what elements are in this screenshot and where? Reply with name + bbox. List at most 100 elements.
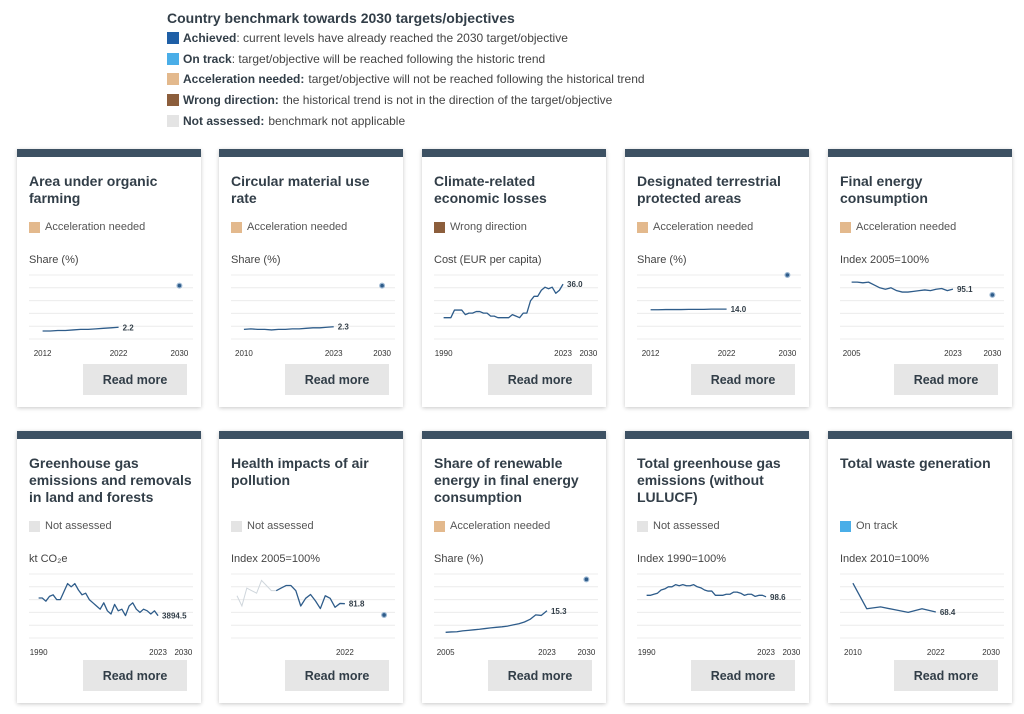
tick-label: 1990 [638, 648, 656, 657]
tick-label: 2012 [642, 349, 660, 358]
value-label: 36.0 [567, 280, 583, 289]
tick-label: 2023 [757, 648, 775, 657]
tick-label: 1990 [435, 349, 453, 358]
unit-label: Share (%) [637, 254, 687, 266]
value-label: 68.4 [940, 608, 956, 617]
legend-item-desc: : target/objective will be reached follo… [231, 51, 546, 66]
legend-item-acceleration-needed: Acceleration needed: target/objective wi… [167, 69, 727, 90]
tick-label: 2012 [34, 349, 52, 358]
card-title: Climate-related economic losses [434, 173, 547, 206]
mini-chart: 2.2 2012 2022 2030 [29, 274, 193, 358]
read-more-button[interactable]: Read more [285, 660, 389, 691]
legend-item-desc: target/objective will not be reached fol… [308, 72, 645, 87]
status-badge: On track [840, 520, 898, 532]
on-track-swatch [167, 52, 179, 65]
read-more-button[interactable]: Read more [488, 364, 592, 395]
mini-chart: 2.3 2010 2023 2030 [231, 274, 395, 358]
status-badge: Acceleration needed [29, 221, 145, 233]
value-label: 2.3 [338, 323, 350, 332]
card-title: Total greenhouse gas emissions (without … [637, 455, 781, 505]
unit-label: Share (%) [29, 254, 79, 266]
status-label: Acceleration needed [856, 221, 957, 233]
tick-label: 2022 [336, 648, 354, 657]
read-more-button[interactable]: Read more [83, 364, 187, 395]
read-more-button[interactable]: Read more [488, 660, 592, 691]
tick-label: 2005 [437, 648, 455, 657]
tick-label: 2030 [982, 648, 1000, 657]
tick-label: 2022 [718, 349, 736, 358]
series-line [38, 582, 159, 617]
indicator-card: Area under organic farming Acceleration … [17, 149, 201, 407]
status-badge: Acceleration needed [840, 221, 956, 233]
status-swatch [231, 221, 242, 233]
status-swatch [637, 221, 648, 233]
indicator-card: Health impacts of air pollution Not asse… [219, 431, 403, 703]
mini-chart: 3894.5 1990 2023 2030 [29, 573, 193, 657]
card-title: Area under organic farming [29, 173, 158, 206]
tick-label: 1990 [30, 648, 48, 657]
status-badge: Not assessed [231, 520, 314, 532]
value-label: 3894.5 [162, 612, 187, 621]
legend-item-wrong-direction: Wrong direction: the historical trend is… [167, 90, 727, 111]
series-line [851, 281, 954, 293]
series-line [275, 584, 345, 610]
tick-label: 2010 [235, 349, 253, 358]
tick-label: 2023 [149, 648, 167, 657]
value-label: 2.2 [123, 323, 135, 332]
card-title: Total waste generation [840, 455, 991, 471]
indicator-card: Final energy consumption Acceleration ne… [828, 149, 1012, 407]
benchmark-legend: Country benchmark towards 2030 targets/o… [167, 8, 727, 131]
indicator-card: Climate-related economic losses Wrong di… [422, 149, 606, 407]
card-title: Final energy consumption [840, 173, 928, 206]
unit-label: Share (%) [434, 553, 484, 565]
value-label: 15.3 [551, 607, 567, 616]
value-label: 95.1 [957, 285, 973, 294]
legend-item-desc: benchmark not applicable [268, 113, 406, 128]
read-more-button[interactable]: Read more [894, 364, 998, 395]
tick-label: 2030 [782, 648, 800, 657]
card-title: Greenhouse gas emissions and removals in… [29, 455, 192, 505]
status-swatch [840, 221, 851, 233]
target-marker [379, 282, 386, 289]
card-title: Designated terrestrial protected areas [637, 173, 781, 206]
legend-item-not-assessed: Not assessed: benchmark not applicable [167, 110, 727, 131]
status-swatch [231, 520, 242, 532]
acceleration-needed-swatch [167, 73, 179, 86]
status-badge: Acceleration needed [434, 520, 550, 532]
read-more-button[interactable]: Read more [691, 660, 795, 691]
series-line [852, 582, 936, 614]
value-label: 98.6 [770, 593, 786, 602]
tick-label: 2030 [579, 349, 597, 358]
read-more-button[interactable]: Read more [285, 364, 389, 395]
status-swatch [434, 520, 445, 532]
wrong-direction-swatch [167, 94, 179, 107]
tick-label: 2010 [844, 648, 862, 657]
status-label: Not assessed [247, 520, 314, 532]
target-marker [176, 282, 183, 289]
mini-chart: 15.3 2005 2023 2030 [434, 573, 598, 657]
mini-chart: 81.8 2022 [231, 573, 395, 657]
unit-label: Share (%) [231, 254, 281, 266]
tick-label: 2022 [927, 648, 945, 657]
mini-chart: 36.0 1990 2023 2030 [434, 274, 598, 358]
tick-label: 2005 [843, 349, 861, 358]
status-label: Not assessed [45, 520, 112, 532]
status-badge: Wrong direction [434, 221, 527, 233]
tick-label: 2023 [325, 349, 343, 358]
status-label: Acceleration needed [247, 221, 348, 233]
status-label: On track [856, 520, 898, 532]
target-marker [784, 271, 791, 279]
status-badge: Acceleration needed [637, 221, 753, 233]
read-more-button[interactable]: Read more [691, 364, 795, 395]
read-more-button[interactable]: Read more [83, 660, 187, 691]
status-label: Acceleration needed [450, 520, 551, 532]
legend-item-name: On track [183, 51, 232, 66]
read-more-button[interactable]: Read more [894, 660, 998, 691]
tick-label: 2030 [577, 648, 595, 657]
status-label: Acceleration needed [45, 221, 146, 233]
tick-label: 2030 [373, 349, 391, 358]
status-label: Wrong direction [450, 221, 527, 233]
value-label: 14.0 [731, 305, 747, 314]
mini-chart: 68.4 2010 2022 2030 [840, 573, 1004, 657]
card-title: Health impacts of air pollution [231, 455, 369, 488]
